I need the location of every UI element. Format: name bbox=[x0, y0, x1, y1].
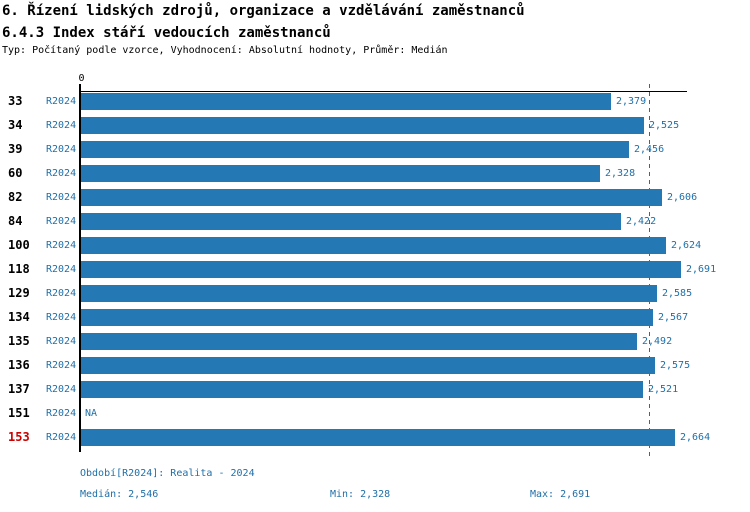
bar bbox=[81, 285, 657, 302]
axis-zero-tick-label: 0 bbox=[78, 73, 85, 84]
row-period-label: R2024 bbox=[46, 120, 77, 131]
footer-max-stat: Max: 2,691 bbox=[530, 489, 591, 500]
bar bbox=[81, 213, 621, 230]
bar bbox=[81, 141, 629, 158]
row-org-label: 39 bbox=[8, 142, 23, 156]
row-org-label: 136 bbox=[8, 358, 30, 372]
row-org-label: 137 bbox=[8, 382, 30, 396]
bar-value-label: 2,525 bbox=[649, 120, 680, 131]
row-period-label: R2024 bbox=[46, 240, 77, 251]
bar bbox=[81, 117, 644, 134]
row-period-label: R2024 bbox=[46, 312, 77, 323]
bar bbox=[81, 237, 666, 254]
row-org-label: 118 bbox=[8, 262, 30, 276]
row-org-label: 151 bbox=[8, 406, 30, 420]
report-meta-line: Typ: Počítaný podle vzorce, Vyhodnocení:… bbox=[2, 45, 448, 56]
bar-value-label: 2,456 bbox=[634, 144, 665, 155]
row-period-label: R2024 bbox=[46, 192, 77, 203]
row-period-label: R2024 bbox=[46, 96, 77, 107]
bar-value-label: 2,379 bbox=[616, 96, 647, 107]
row-org-label: 100 bbox=[8, 238, 30, 252]
bar-value-label: 2,422 bbox=[626, 216, 657, 227]
bar-value-label: 2,691 bbox=[686, 264, 717, 275]
bar bbox=[81, 429, 675, 446]
row-org-label: 129 bbox=[8, 286, 30, 300]
bar bbox=[81, 93, 611, 110]
bar bbox=[81, 357, 655, 374]
row-org-label: 60 bbox=[8, 166, 23, 180]
bar-value-label: 2,585 bbox=[662, 288, 693, 299]
bar bbox=[81, 309, 653, 326]
bar bbox=[81, 165, 600, 182]
bar bbox=[81, 189, 662, 206]
bar bbox=[81, 333, 637, 350]
row-period-label: R2024 bbox=[46, 288, 77, 299]
row-org-label: 134 bbox=[8, 310, 30, 324]
bar-value-label: 2,664 bbox=[680, 432, 711, 443]
x-axis-line bbox=[79, 91, 687, 92]
bar-value-label: 2,521 bbox=[648, 384, 679, 395]
bar-value-label: 2,606 bbox=[667, 192, 698, 203]
bar-value-label: 2,567 bbox=[658, 312, 689, 323]
row-period-label: R2024 bbox=[46, 408, 77, 419]
bar bbox=[81, 381, 643, 398]
row-period-label: R2024 bbox=[46, 216, 77, 227]
report-title: 6. Řízení lidských zdrojů, organizace a … bbox=[2, 3, 525, 19]
row-org-label: 33 bbox=[8, 94, 23, 108]
bar-value-label: 2,328 bbox=[605, 168, 636, 179]
row-period-label: R2024 bbox=[46, 144, 77, 155]
row-period-label: R2024 bbox=[46, 432, 77, 443]
row-org-label: 153 bbox=[8, 430, 30, 444]
y-axis-line bbox=[79, 84, 81, 452]
row-org-label: 34 bbox=[8, 118, 23, 132]
row-org-label: 84 bbox=[8, 214, 23, 228]
row-period-label: R2024 bbox=[46, 336, 77, 347]
row-period-label: R2024 bbox=[46, 264, 77, 275]
row-org-label: 135 bbox=[8, 334, 30, 348]
row-period-label: R2024 bbox=[46, 168, 77, 179]
footer-min-stat: Min: 2,328 bbox=[330, 489, 391, 500]
bar-value-label: 2,575 bbox=[660, 360, 691, 371]
bar-na-label: NA bbox=[85, 408, 98, 419]
report-subtitle: 6.4.3 Index stáří vedoucích zaměstnanců bbox=[2, 25, 331, 41]
row-period-label: R2024 bbox=[46, 384, 77, 395]
footer-median-stat: Medián: 2,546 bbox=[80, 489, 159, 500]
row-period-label: R2024 bbox=[46, 360, 77, 371]
footer-period-legend: Období[R2024]: Realita - 2024 bbox=[80, 468, 255, 479]
bar bbox=[81, 261, 681, 278]
bar-value-label: 2,492 bbox=[642, 336, 673, 347]
row-org-label: 82 bbox=[8, 190, 23, 204]
bar-value-label: 2,624 bbox=[671, 240, 702, 251]
